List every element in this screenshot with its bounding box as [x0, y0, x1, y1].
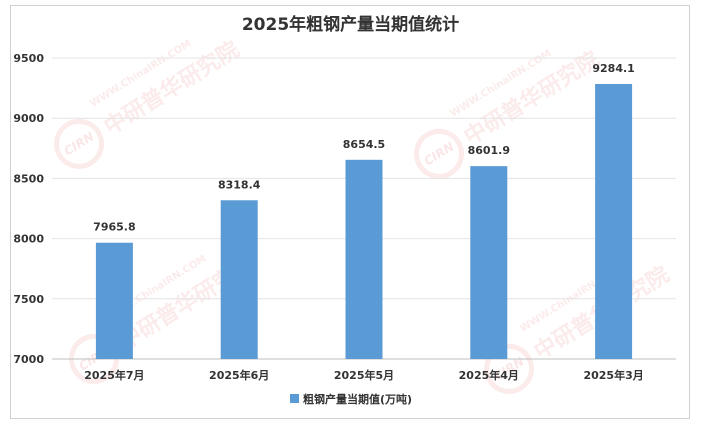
bar — [595, 83, 633, 360]
chart-title: 2025年粗钢产量当期值统计 — [241, 15, 460, 35]
bars — [95, 83, 633, 360]
x-tick-label: 2025年6月 — [209, 368, 269, 382]
x-tick-label: 2025年3月 — [583, 368, 643, 382]
x-tick-label: 2025年7月 — [84, 368, 144, 382]
legend[interactable]: 粗钢产量当期值(万吨) — [290, 392, 412, 406]
x-axis: 2025年7月 2025年6月 2025年5月 2025年4月 2025年3月 — [84, 368, 643, 382]
y-tick-label: 8500 — [13, 172, 44, 185]
legend-label: 粗钢产量当期值(万吨) — [303, 392, 412, 406]
y-tick-label: 7000 — [13, 353, 44, 366]
bar — [95, 242, 133, 359]
data-labels: 7965.8 8318.4 8654.5 8601.9 9284.1 — [93, 62, 635, 234]
data-label: 8318.4 — [218, 178, 261, 191]
bar — [220, 200, 258, 359]
data-label: 8601.9 — [468, 144, 510, 157]
bar — [345, 159, 383, 359]
y-tick-label: 7500 — [13, 293, 44, 306]
y-tick-label: 9500 — [13, 52, 44, 65]
x-tick-label: 2025年4月 — [459, 368, 519, 382]
bar — [470, 166, 508, 359]
y-axis: 7000 7500 8000 8500 9000 9500 — [13, 52, 44, 366]
legend-swatch — [290, 394, 299, 403]
y-tick-label: 8000 — [13, 233, 44, 246]
data-label: 8654.5 — [343, 138, 385, 151]
data-label: 7965.8 — [93, 221, 135, 234]
y-tick-label: 9000 — [13, 112, 44, 125]
x-tick-label: 2025年5月 — [334, 368, 394, 382]
data-label: 9284.1 — [592, 62, 634, 75]
